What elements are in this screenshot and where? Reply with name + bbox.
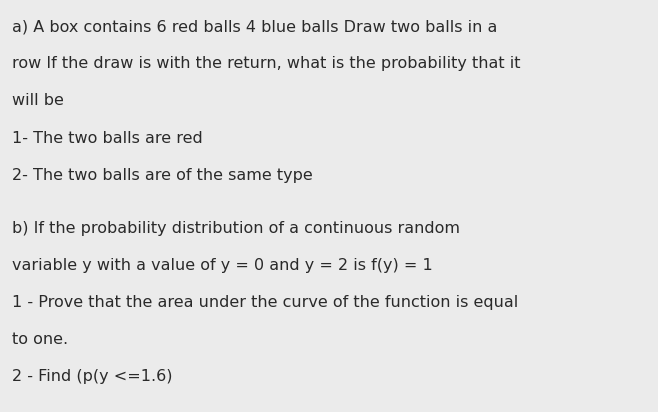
Text: a) A box contains 6 red balls 4 blue balls Draw two balls in a: a) A box contains 6 red balls 4 blue bal… — [12, 19, 497, 34]
Text: 1- The two balls are red: 1- The two balls are red — [12, 131, 203, 145]
Text: 1 - Prove that the area under the curve of the function is equal: 1 - Prove that the area under the curve … — [12, 295, 518, 310]
Text: 2 - Find (p(y <=1.6): 2 - Find (p(y <=1.6) — [12, 370, 172, 384]
Text: to one.: to one. — [12, 332, 68, 347]
Text: row If the draw is with the return, what is the probability that it: row If the draw is with the return, what… — [12, 56, 520, 71]
Text: will be: will be — [12, 94, 64, 108]
Text: variable y with a value of y = 0 and y = 2 is f(y) = 1: variable y with a value of y = 0 and y =… — [12, 258, 432, 273]
Text: 2- The two balls are of the same type: 2- The two balls are of the same type — [12, 168, 313, 183]
Text: b) If the probability distribution of a continuous random: b) If the probability distribution of a … — [12, 221, 460, 236]
